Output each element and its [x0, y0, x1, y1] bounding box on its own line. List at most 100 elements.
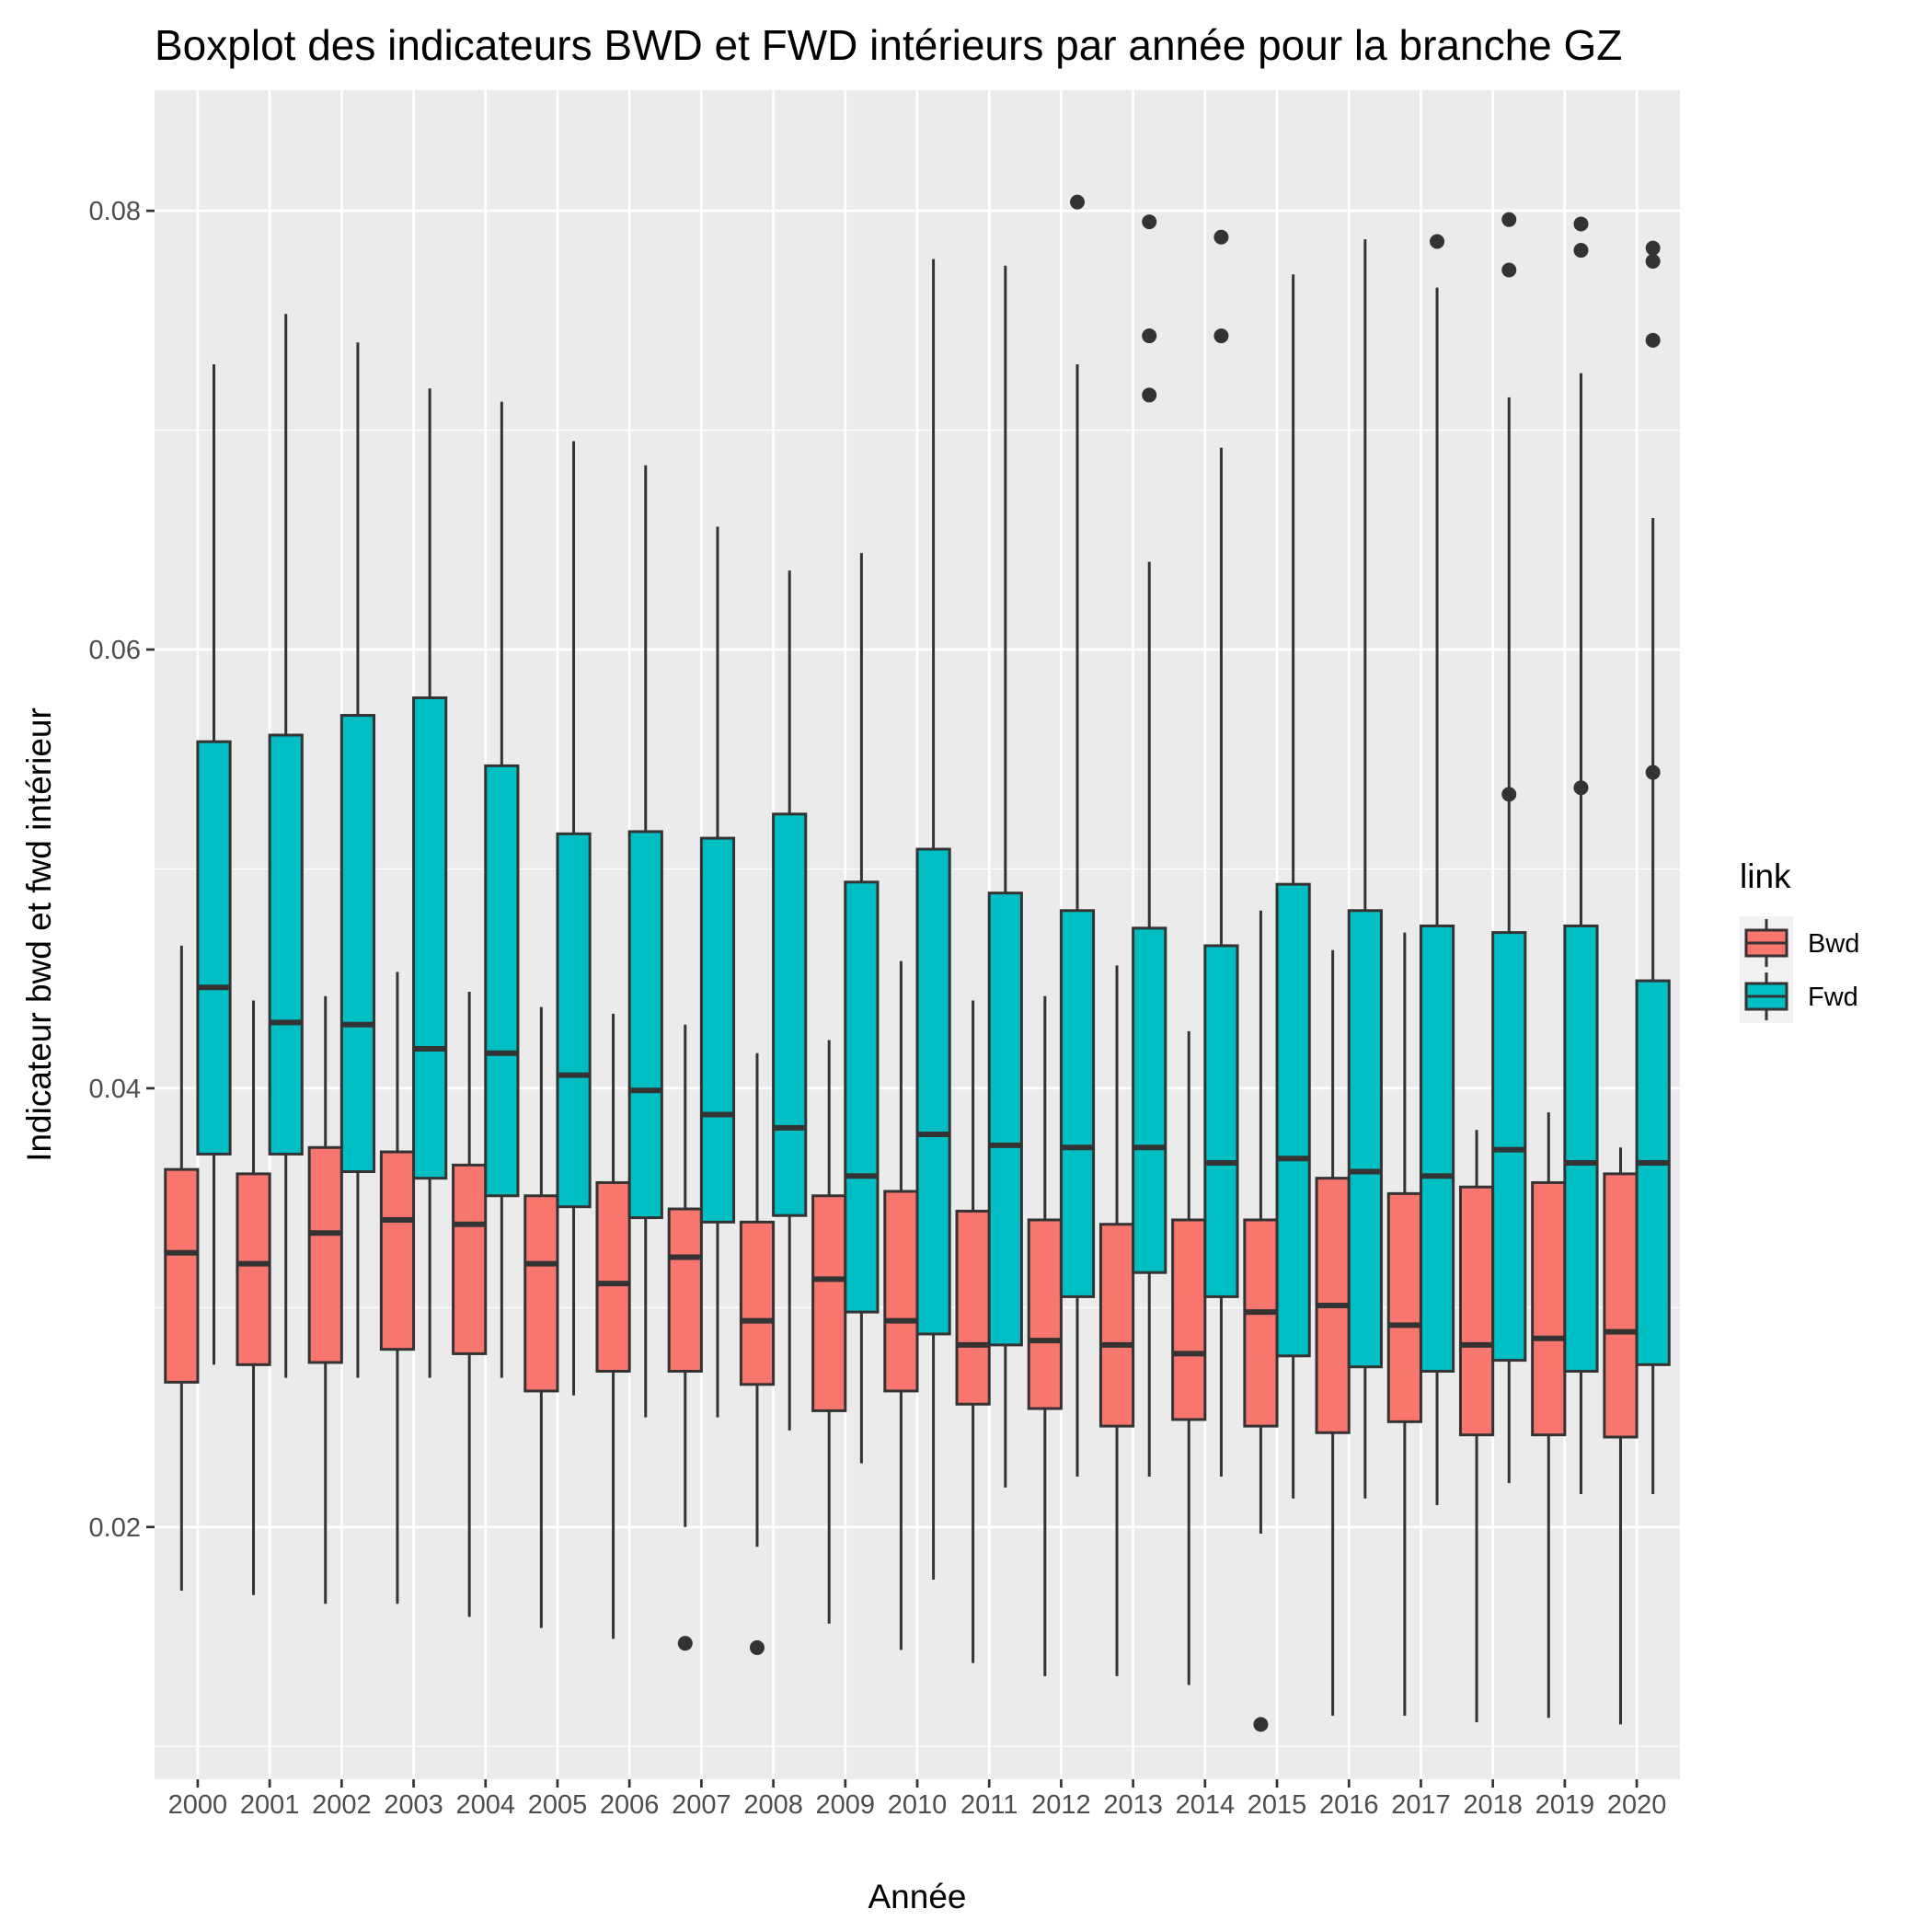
- box-iqr: [1531, 1180, 1567, 1437]
- outlier-point: [1142, 328, 1157, 344]
- box-iqr: [379, 1150, 416, 1351]
- box-bwd-2013: [1098, 965, 1135, 1676]
- box-bwd-2014: [1171, 1030, 1207, 1685]
- x-tick-label: 2004: [455, 1790, 515, 1820]
- outlier-point: [1645, 253, 1661, 269]
- box-bwd-2012: [1027, 995, 1063, 1676]
- outlier-point: [1573, 243, 1589, 259]
- x-tick-label: 2020: [1607, 1790, 1667, 1820]
- outlier-point: [1645, 240, 1661, 256]
- box-iqr: [452, 1163, 488, 1355]
- box-iqr: [268, 733, 304, 1156]
- box-iqr: [667, 1207, 703, 1373]
- x-tick-label: 2006: [600, 1790, 660, 1820]
- box-iqr: [883, 1190, 919, 1393]
- box-iqr: [1603, 1172, 1639, 1439]
- box-fwd-2000: [196, 364, 232, 1365]
- box-fwd-2015: [1275, 274, 1311, 1499]
- box-iqr: [1243, 1218, 1279, 1428]
- box-iqr: [955, 1209, 991, 1406]
- box-fwd-2009: [844, 553, 880, 1464]
- box-iqr: [484, 764, 520, 1198]
- legend-item-fwd: Fwd: [1740, 970, 1858, 1023]
- x-tick-label: 2013: [1103, 1790, 1163, 1820]
- box-iqr: [1132, 926, 1167, 1274]
- outlier-point: [1213, 229, 1229, 245]
- box-iqr: [844, 880, 880, 1314]
- box-bwd-2017: [1386, 932, 1422, 1716]
- x-tick-label: 2001: [240, 1790, 300, 1820]
- box-iqr: [699, 836, 736, 1224]
- box-bwd-2000: [164, 945, 200, 1591]
- box-fwd-2019: [1563, 216, 1599, 1495]
- legend-label: Bwd: [1808, 929, 1859, 959]
- outlier-point: [749, 1639, 765, 1655]
- y-axis: 0.02 0.04 0.06 0.08: [89, 197, 155, 1543]
- box-fwd-2007: [699, 526, 736, 1418]
- box-iqr: [627, 830, 663, 1220]
- box-fwd-2004: [484, 401, 520, 1378]
- box-bwd-2011: [955, 1000, 991, 1663]
- outlier-point: [1501, 787, 1517, 802]
- box-bwd-2019: [1531, 1112, 1567, 1719]
- outlier-point: [1142, 214, 1157, 230]
- box-bwd-2020: [1603, 1147, 1639, 1725]
- y-tick-label: 0.04: [89, 1075, 141, 1104]
- box-fwd-2017: [1419, 234, 1455, 1505]
- box-iqr: [307, 1145, 343, 1364]
- x-axis-title: Année: [868, 1878, 967, 1915]
- box-bwd-2003: [379, 972, 416, 1604]
- boxplot-marks: [164, 194, 1671, 1732]
- y-tick-label: 0.02: [89, 1513, 141, 1543]
- box-iqr: [412, 696, 448, 1180]
- outlier-point: [1213, 328, 1229, 344]
- x-tick-label: 2015: [1248, 1790, 1307, 1820]
- box-iqr: [164, 1167, 200, 1384]
- box-bwd-2009: [811, 1040, 847, 1624]
- x-tick-label: 2014: [1176, 1790, 1236, 1820]
- x-tick-label: 2007: [672, 1790, 731, 1820]
- box-iqr: [556, 832, 592, 1209]
- box-fwd-2020: [1635, 240, 1671, 1495]
- x-tick-label: 2010: [888, 1790, 948, 1820]
- box-bwd-2001: [236, 1000, 271, 1595]
- outlier-point: [1573, 216, 1589, 232]
- box-iqr: [1563, 924, 1599, 1373]
- x-axis: 2000 2001 2002 2003 2004 2005 2006 2007 2008 2009…: [168, 1779, 1667, 1820]
- box-iqr: [1386, 1191, 1422, 1423]
- box-iqr: [523, 1194, 559, 1393]
- box-fwd-2002: [339, 342, 376, 1378]
- x-tick-label: 2011: [960, 1790, 1018, 1820]
- box-iqr: [1027, 1218, 1063, 1410]
- box-fwd-2003: [412, 388, 448, 1378]
- box-bwd-2004: [452, 991, 488, 1617]
- box-iqr: [987, 891, 1023, 1347]
- box-fwd-2001: [268, 314, 304, 1378]
- x-tick-label: 2016: [1319, 1790, 1379, 1820]
- y-tick-label: 0.06: [89, 636, 141, 665]
- box-bwd-2015: [1243, 910, 1279, 1732]
- box-iqr: [339, 714, 376, 1174]
- x-tick-label: 2018: [1463, 1790, 1523, 1820]
- x-tick-label: 2002: [312, 1790, 372, 1820]
- box-iqr: [1098, 1223, 1135, 1428]
- box-bwd-2005: [523, 1006, 559, 1628]
- box-bwd-2010: [883, 960, 919, 1650]
- box-fwd-2011: [987, 265, 1023, 1488]
- x-tick-label: 2000: [168, 1790, 228, 1820]
- legend-item-bwd: Bwd: [1740, 916, 1859, 970]
- box-iqr: [1275, 882, 1311, 1358]
- box-bwd-2018: [1458, 1130, 1495, 1723]
- box-bwd-2008: [739, 1052, 776, 1655]
- outlier-point: [1142, 387, 1157, 403]
- box-iqr: [1635, 979, 1671, 1366]
- box-iqr: [772, 812, 808, 1217]
- outlier-point: [1070, 194, 1086, 210]
- x-tick-label: 2012: [1031, 1790, 1091, 1820]
- outlier-point: [1645, 332, 1661, 348]
- box-iqr: [811, 1194, 847, 1412]
- x-tick-label: 2009: [816, 1790, 876, 1820]
- box-iqr: [1059, 909, 1096, 1298]
- chart-title: Boxplot des indicateurs BWD et FWD intér…: [155, 21, 1622, 69]
